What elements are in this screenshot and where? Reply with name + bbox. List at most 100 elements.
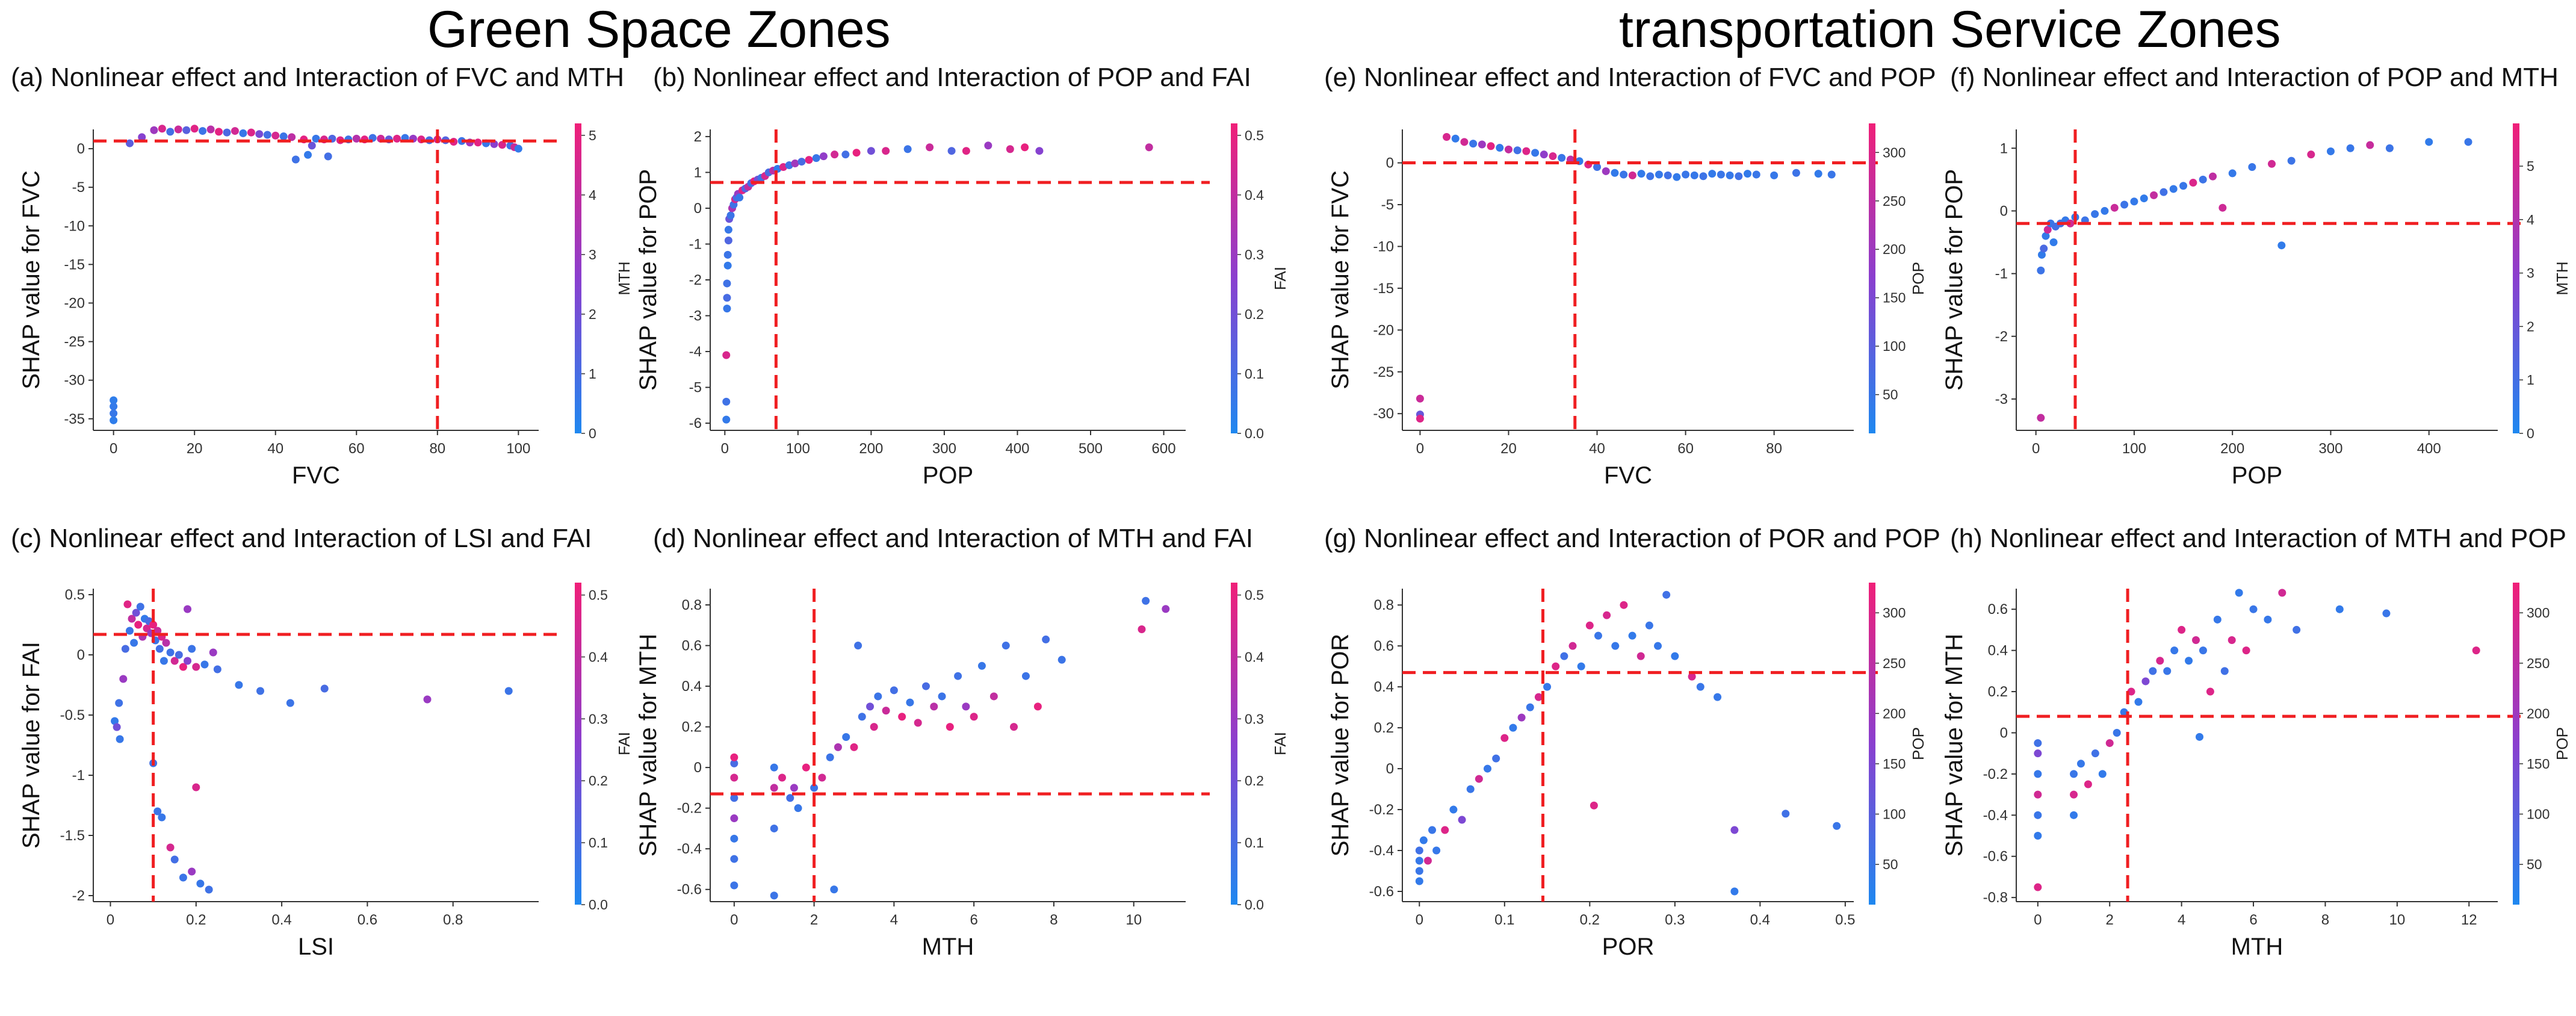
data-point: [1500, 734, 1509, 742]
colorbar-tick-label: 0.4: [1245, 187, 1264, 203]
data-point: [946, 723, 954, 731]
data-point: [130, 639, 138, 647]
data-point: [723, 250, 732, 259]
data-point: [2472, 646, 2480, 655]
data-point: [1006, 145, 1014, 153]
data-point: [393, 134, 401, 143]
x-tick-label: 20: [187, 441, 203, 457]
data-point: [735, 193, 744, 202]
data-point: [2042, 232, 2050, 240]
data-point: [1513, 146, 1522, 155]
data-point: [223, 128, 231, 137]
data-point: [1496, 144, 1504, 152]
x-tick-label: 100: [2122, 441, 2146, 457]
colorbar-tick-label: 0.5: [1245, 128, 1264, 143]
data-point: [288, 133, 296, 141]
data-point: [1021, 143, 1029, 152]
data-point: [722, 351, 731, 359]
x-tick-label: 0.6: [358, 912, 377, 928]
data-point: [2149, 667, 2157, 675]
data-point: [730, 773, 738, 782]
data-point: [119, 675, 128, 683]
y-tick-label: -0.4: [677, 841, 702, 857]
data-point: [2160, 188, 2168, 196]
y-tick-label: -0.6: [677, 882, 702, 898]
colorbar-tick-label: 0.2: [589, 773, 608, 788]
data-point: [730, 753, 738, 761]
x-tick-label: 100: [506, 441, 530, 457]
x-tick-label: 0: [1416, 441, 1424, 457]
data-point: [1833, 822, 1841, 830]
x-tick-label: 300: [2318, 441, 2342, 457]
y-tick-label: 0.4: [1988, 643, 2008, 659]
data-point: [110, 402, 118, 410]
data-point: [2037, 266, 2045, 274]
y-tick-label: -3: [1995, 391, 2008, 407]
colorbar-tick-label: 5: [589, 128, 596, 143]
data-point: [1142, 596, 1150, 605]
data-point: [805, 156, 813, 164]
y-tick-label: 0.8: [682, 597, 702, 613]
data-point: [791, 160, 799, 168]
y-tick-label: -5: [689, 380, 702, 396]
data-point: [199, 127, 207, 135]
data-point: [921, 682, 930, 690]
x-tick-label: 0.2: [186, 912, 206, 928]
data-point: [1145, 143, 1153, 152]
data-point: [1646, 172, 1655, 181]
data-point: [2113, 728, 2121, 737]
x-tick-label: 8: [1050, 912, 1057, 928]
data-point: [2385, 144, 2394, 152]
data-point: [1552, 662, 1560, 671]
colorbar: [1231, 583, 1237, 905]
data-point: [790, 784, 798, 792]
data-point: [158, 813, 166, 822]
data-point: [352, 134, 361, 143]
data-point: [797, 158, 806, 166]
data-point: [1466, 785, 1475, 793]
y-tick-label: 0: [694, 760, 702, 776]
data-point: [1460, 138, 1469, 146]
x-axis-label: POP: [923, 462, 973, 489]
data-point: [2110, 203, 2119, 212]
y-tick-label: -0.2: [1983, 766, 2008, 782]
y-axis-label: SHAP value for FVC: [18, 170, 45, 389]
data-point: [723, 305, 731, 313]
data-point: [1484, 764, 1492, 773]
data-point: [1673, 173, 1681, 181]
y-tick-label: 0.2: [1374, 720, 1394, 736]
data-point: [770, 763, 778, 772]
data-point: [215, 128, 223, 136]
data-point: [2049, 238, 2058, 246]
data-point: [235, 681, 243, 689]
data-point: [2127, 687, 2135, 696]
data-point: [1603, 611, 1611, 619]
data-point: [1057, 655, 1066, 664]
data-point: [1416, 415, 1424, 423]
data-point: [263, 131, 271, 139]
data-point: [2120, 200, 2129, 209]
data-point: [1560, 652, 1568, 660]
data-point: [724, 226, 732, 234]
x-tick-label: 80: [1766, 441, 1782, 457]
data-point: [121, 645, 129, 653]
data-point: [866, 702, 875, 711]
colorbar-label: MTH: [615, 261, 633, 295]
data-point: [190, 125, 199, 133]
data-point: [1735, 172, 1743, 181]
data-point: [1827, 170, 1836, 179]
y-axis-label: SHAP value for MTH: [1941, 634, 1968, 857]
colorbar-tick-label: 1: [2527, 372, 2534, 388]
y-tick-label: -25: [1373, 364, 1394, 380]
data-point: [2034, 770, 2042, 778]
data-point: [770, 784, 778, 792]
data-point: [1432, 846, 1441, 855]
x-tick-label: 200: [2220, 441, 2244, 457]
colorbar-tick-label: 0.3: [1245, 247, 1264, 262]
data-point: [1593, 163, 1602, 171]
x-axis-label: MTH: [2231, 934, 2283, 960]
data-point: [132, 609, 140, 617]
data-point: [2070, 811, 2078, 819]
data-point: [149, 621, 158, 629]
data-point: [1475, 775, 1483, 783]
